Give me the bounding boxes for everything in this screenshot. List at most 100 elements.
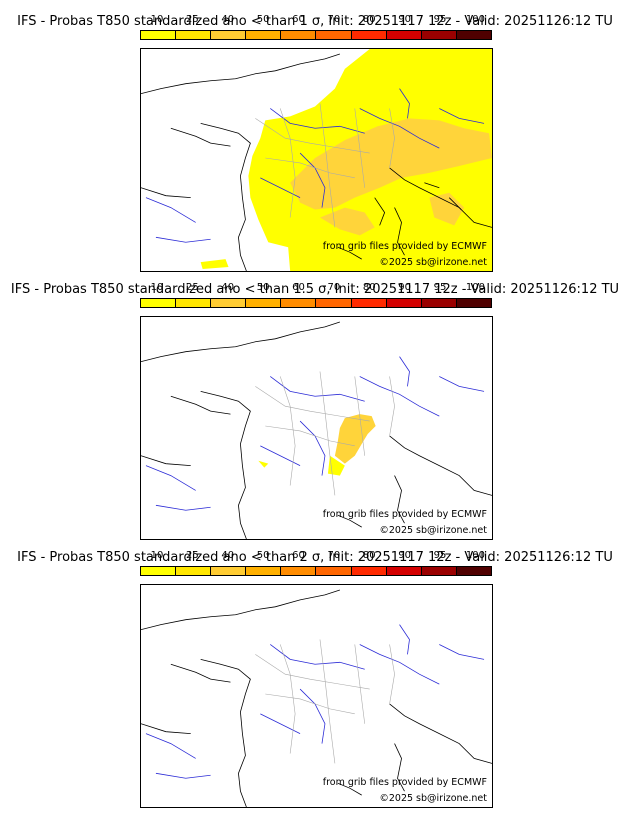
map-panel-3: IFS - Probas T850 standardized ano < tha… [0, 536, 630, 808]
colorbar-segment [385, 567, 421, 575]
colorbar-segment [175, 567, 211, 575]
river [145, 624, 485, 779]
panel-title: IFS - Probas T850 standardized ano < tha… [17, 14, 613, 29]
colorbar-segment [350, 31, 386, 39]
colorbar-tick-label: 100 [465, 282, 485, 293]
colorbar-tick-label: 40 [221, 282, 235, 293]
admin-border [255, 639, 395, 764]
probability-area-low [258, 460, 269, 468]
copyright: ©2025 sb@irizone.net [379, 525, 487, 536]
colorbar-tick-label: 40 [221, 14, 235, 25]
colorbar-tick-label: 80 [362, 14, 376, 25]
colorbar-segment [420, 567, 456, 575]
probability-area-low [327, 455, 345, 476]
colorbar-segment [315, 567, 351, 575]
colorbar-segment [420, 31, 456, 39]
colorbar-tick-label: 95 [433, 282, 447, 293]
colorbar-segment [280, 567, 316, 575]
colorbar-segment [350, 567, 386, 575]
coastline [374, 182, 462, 226]
map-panel-2: IFS - Probas T850 standardized ano < tha… [0, 268, 630, 540]
colorbar-tick-label: 50 [256, 14, 270, 25]
colorbar-segment [455, 31, 491, 39]
colorbar-tick-label: 60 [292, 282, 305, 293]
map-panel-1: IFS - Probas T850 standardized ano < tha… [0, 0, 630, 272]
colorbar-tick-label: 60 [292, 550, 305, 561]
admin-border [255, 371, 395, 496]
colorbar-segment [175, 31, 211, 39]
colorbar-segment [350, 299, 386, 307]
colorbar-segment [210, 299, 246, 307]
colorbar-tick-label: 10 [150, 14, 164, 25]
river [145, 356, 485, 511]
colorbar-segment [280, 31, 316, 39]
colorbar-tick-label: 25 [186, 14, 199, 25]
panel-title: IFS - Probas T850 standardized ano < tha… [17, 550, 613, 565]
colorbar-tick-label: 25 [186, 550, 199, 561]
colorbar-tick-label: 70 [327, 282, 341, 293]
admin-border [255, 103, 395, 228]
colorbar [140, 298, 492, 308]
source-credit: from grib files provided by ECMWF [322, 777, 487, 788]
coastline [141, 321, 492, 539]
colorbar-tick-label: 10 [150, 550, 164, 561]
colorbar-tick-label: 50 [256, 550, 270, 561]
river [145, 88, 485, 243]
map-canvas [141, 321, 492, 539]
colorbar-tick-label: 100 [465, 14, 485, 25]
colorbar-tick-label: 25 [186, 282, 199, 293]
colorbar-segment [210, 567, 246, 575]
probability-area-low [200, 259, 229, 270]
colorbar-segment [245, 567, 281, 575]
colorbar-segment [315, 299, 351, 307]
colorbar [140, 566, 492, 576]
map-canvas [141, 589, 492, 807]
colorbar-tick-label: 10 [150, 282, 164, 293]
colorbar-segment [385, 299, 421, 307]
map-canvas [141, 49, 492, 271]
probability-area-mid [429, 192, 465, 226]
source-credit: from grib files provided by ECMWF [322, 241, 487, 252]
colorbar-labels: 10 25 40 50 60 70 80 90 95 100 [151, 14, 493, 28]
colorbar-tick-label: 90 [398, 14, 411, 25]
colorbar-tick-label: 70 [327, 14, 341, 25]
colorbar [140, 30, 492, 40]
colorbar-segment [280, 299, 316, 307]
colorbar-tick-label: 90 [398, 550, 411, 561]
colorbar-segment [455, 567, 491, 575]
colorbar-segment [245, 299, 281, 307]
colorbar-tick-label: 70 [327, 550, 341, 561]
probability-map[interactable]: from grib files provided by ECMWF ©2025 … [140, 584, 493, 808]
probability-area-mid [334, 414, 376, 464]
colorbar-labels: 10 25 40 50 60 70 80 90 95 100 [151, 282, 493, 296]
probability-map[interactable]: from grib files provided by ECMWF ©2025 … [140, 316, 493, 540]
colorbar-segment [420, 299, 456, 307]
colorbar-tick-label: 80 [362, 282, 376, 293]
colorbar-tick-label: 95 [433, 14, 447, 25]
colorbar-labels: 10 25 40 50 60 70 80 90 95 100 [151, 550, 493, 564]
coastline [141, 589, 492, 807]
colorbar-segment [385, 31, 421, 39]
probability-area-mid [319, 207, 375, 236]
probability-area-mid [290, 118, 492, 210]
coastline [141, 53, 492, 271]
probability-map[interactable]: from grib files provided by ECMWF ©2025 … [140, 48, 493, 272]
colorbar-segment [315, 31, 351, 39]
panel-title: IFS - Probas T850 standardized ano < tha… [10, 282, 620, 297]
colorbar-tick-label: 50 [256, 282, 270, 293]
colorbar-segment [141, 567, 176, 575]
colorbar-segment [210, 31, 246, 39]
source-credit: from grib files provided by ECMWF [322, 509, 487, 520]
colorbar-tick-label: 95 [433, 550, 447, 561]
copyright: ©2025 sb@irizone.net [379, 793, 487, 804]
colorbar-segment [455, 299, 491, 307]
copyright: ©2025 sb@irizone.net [379, 257, 487, 268]
colorbar-segment [141, 31, 176, 39]
colorbar-segment [245, 31, 281, 39]
colorbar-segment [175, 299, 211, 307]
colorbar-segment [141, 299, 176, 307]
colorbar-tick-label: 100 [465, 550, 485, 561]
colorbar-tick-label: 60 [292, 14, 305, 25]
colorbar-tick-label: 90 [398, 282, 411, 293]
colorbar-tick-label: 40 [221, 550, 235, 561]
